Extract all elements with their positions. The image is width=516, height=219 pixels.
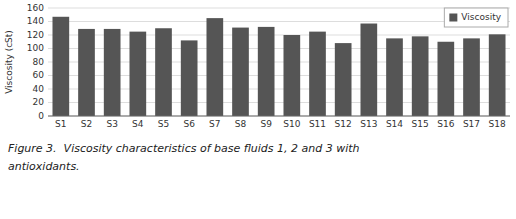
x-tick-label: S11 <box>309 119 326 129</box>
bar <box>206 18 223 116</box>
legend-label: Viscosity <box>461 12 501 22</box>
bar <box>309 32 326 116</box>
y-tick-label: 120 <box>27 30 44 40</box>
x-tick-label: S3 <box>106 119 117 129</box>
bar <box>52 17 69 116</box>
x-tick-label: S4 <box>132 119 144 129</box>
bar <box>104 29 121 116</box>
x-tick-label: S15 <box>412 119 429 129</box>
caption: antioxidants. <box>8 160 80 173</box>
y-tick-label: 100 <box>27 43 44 53</box>
y-tick-label: 140 <box>27 16 44 26</box>
chart: 0 20 40 60 80 100 120 140 160 S1 S2 S3 S4 S5 S6 S7 S8 S9 S… <box>0 0 516 219</box>
x-tick-label: S6 <box>183 119 195 129</box>
grid <box>48 8 510 116</box>
y-tick-label: 40 <box>33 84 45 94</box>
x-tick-label: S16 <box>437 119 454 129</box>
bar <box>232 28 249 116</box>
x-tick-label: S13 <box>360 119 377 129</box>
bar <box>129 32 146 116</box>
bar <box>283 35 300 116</box>
x-tick-label: S10 <box>283 119 300 129</box>
x-tick-label: S1 <box>55 119 66 129</box>
bar <box>181 40 198 116</box>
bar <box>155 28 172 116</box>
y-tick-label: 80 <box>33 57 45 67</box>
x-tick-label: S17 <box>463 119 480 129</box>
bar <box>258 27 275 116</box>
y-tick-label: 0 <box>38 111 44 121</box>
x-tick-label: S8 <box>235 119 247 129</box>
x-tick-label: S18 <box>489 119 506 129</box>
bar <box>386 38 403 116</box>
bar <box>437 42 454 116</box>
legend: Viscosity <box>444 8 508 27</box>
y-tick-label: 160 <box>27 3 44 13</box>
x-tick-label: S5 <box>158 119 169 129</box>
x-axis-line <box>48 116 510 117</box>
grid-line <box>48 8 510 9</box>
bar <box>463 38 480 116</box>
y-axis-label: Viscosity (cSt) <box>4 30 14 94</box>
x-tick-label: S2 <box>81 119 92 129</box>
bar <box>489 34 506 116</box>
grid-line <box>48 116 510 117</box>
x-tick-label: S7 <box>209 119 220 129</box>
bar <box>78 29 95 116</box>
y-tick-label: 20 <box>33 97 45 107</box>
x-tick-label: S9 <box>260 119 272 129</box>
bars <box>52 17 505 116</box>
grid-line <box>48 21 510 22</box>
legend-swatch <box>449 14 457 22</box>
legend-box <box>444 8 508 27</box>
bar <box>335 43 352 116</box>
y-tick-label: 60 <box>33 70 45 80</box>
x-tick-label: S14 <box>386 119 403 129</box>
bar <box>412 36 429 116</box>
bar <box>360 24 377 116</box>
x-tick-label: S12 <box>335 119 352 129</box>
caption: Figure 3. Viscosity characteristics of b… <box>8 142 360 155</box>
